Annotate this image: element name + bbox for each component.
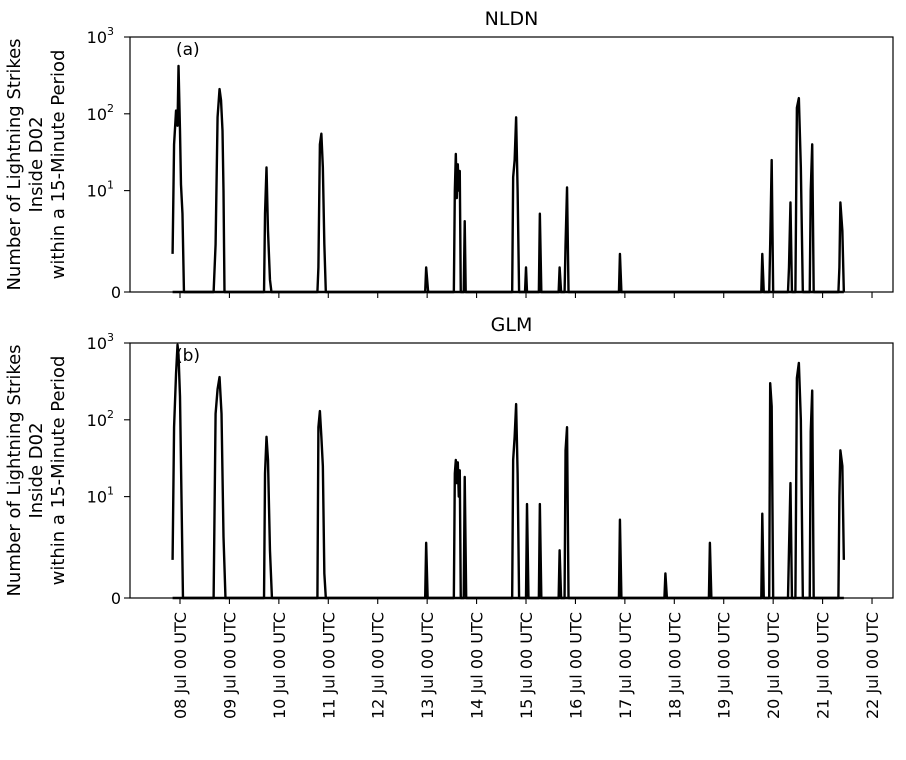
- y-axis-label: Number of Lightning StrikesInside D02wit…: [4, 38, 69, 290]
- x-tick-label: 14 Jul 00 UTC: [468, 612, 487, 719]
- x-tick-label: 21 Jul 00 UTC: [814, 612, 833, 719]
- x-tick-label: 19 Jul 00 UTC: [715, 612, 734, 719]
- x-tick-label: 10 Jul 00 UTC: [270, 612, 289, 719]
- x-tick-label: 11 Jul 00 UTC: [319, 612, 338, 719]
- chart-title: GLM: [491, 314, 533, 336]
- chart-panel-b: GLM (b) 0 101 102 103 08 Jul 00 UTC 09 Jul 00 U…: [4, 314, 894, 719]
- y-tick-label: 102: [87, 408, 114, 430]
- x-tick-label: 16 Jul 00 UTC: [566, 612, 585, 719]
- y-tick-label: 0: [111, 589, 121, 608]
- y-tick-label: 0: [111, 283, 121, 302]
- x-tick-label: 13 Jul 00 UTC: [418, 612, 437, 719]
- panel-label: (a): [176, 40, 200, 60]
- y-tick-label: 103: [87, 331, 114, 353]
- y-tick-label: 103: [87, 25, 114, 47]
- series-line: [171, 343, 846, 600]
- y-tick-label: 101: [87, 485, 114, 507]
- y-tick-label: 102: [87, 102, 114, 124]
- x-tick-label: 22 Jul 00 UTC: [863, 612, 882, 719]
- x-tick-label: 09 Jul 00 UTC: [220, 612, 239, 719]
- y-axis-label: Number of Lightning StrikesInside D02wit…: [4, 344, 69, 596]
- x-tick-label: 15 Jul 00 UTC: [517, 612, 536, 719]
- chart-title: NLDN: [485, 8, 539, 30]
- series-line: [171, 64, 846, 294]
- x-tick-label: 12 Jul 00 UTC: [369, 612, 388, 719]
- x-tick-label: 17 Jul 00 UTC: [616, 612, 635, 719]
- chart-panel-a: NLDN (a) 0 101 102 103 Number of Lightning Str…: [4, 8, 894, 302]
- y-tick-label: 101: [87, 179, 114, 201]
- x-tick-label: 20 Jul 00 UTC: [764, 612, 783, 719]
- panel-label: (b): [176, 346, 200, 366]
- x-tick-label: 08 Jul 00 UTC: [171, 612, 190, 719]
- x-tick-label: 18 Jul 00 UTC: [665, 612, 684, 719]
